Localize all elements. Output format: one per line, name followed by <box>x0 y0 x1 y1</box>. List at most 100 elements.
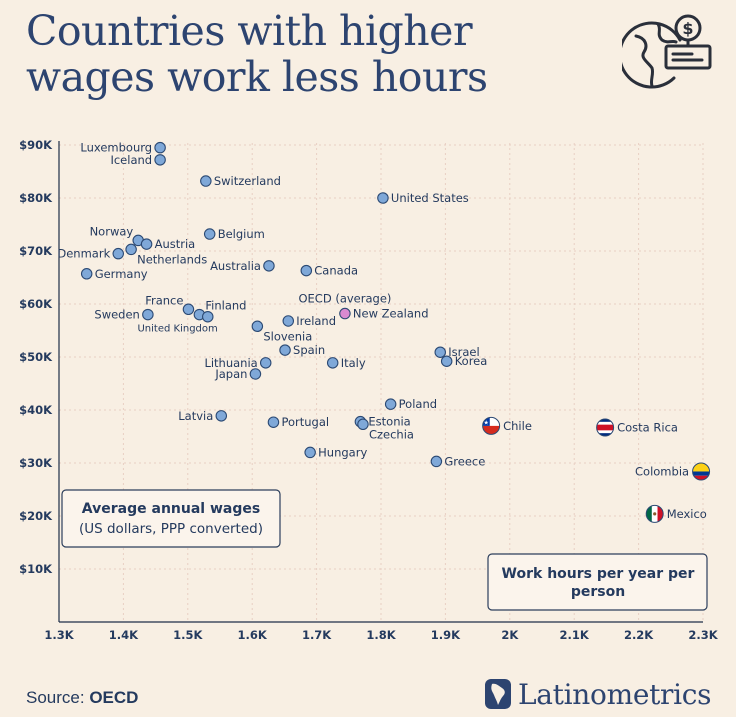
point-label-slovenia: Slovenia <box>263 329 312 343</box>
point-slovenia <box>251 320 264 333</box>
point-label-germany: Germany <box>95 267 148 281</box>
point-label-iceland: Iceland <box>110 153 152 167</box>
y-tick-label: $90K <box>19 138 53 152</box>
point-label-italy: Italy <box>341 356 366 370</box>
point-label-portugal: Portugal <box>281 415 329 429</box>
point-australia <box>263 260 275 272</box>
point-netherlands <box>125 243 137 256</box>
point-label-switzerland: Switzerland <box>214 174 281 188</box>
point-label-denmark: Denmark <box>57 247 110 261</box>
y-tick-label: $50K <box>19 350 53 364</box>
point-label-united-kingdom: United Kingdom <box>137 324 217 335</box>
x-tick-label: 2.3K <box>688 628 718 642</box>
x-tick-label: 1.5K <box>173 628 203 642</box>
point-label-sweden: Sweden <box>94 308 139 322</box>
point-france <box>182 303 195 316</box>
point-hungary <box>304 446 316 459</box>
point-label-united-states: United States <box>391 191 469 205</box>
x-tick-label: 2K <box>501 628 519 642</box>
y-tick-label: $30K <box>19 456 53 470</box>
y-tick-label: $20K <box>19 509 53 523</box>
point-germany <box>80 268 93 280</box>
point-label-greece: Greece <box>444 454 485 468</box>
point-spain <box>279 344 291 356</box>
point-united-states <box>377 192 389 204</box>
point-label-oecd-average: OECD (average) <box>298 292 391 306</box>
y-axis-note: (US dollars, PPP converted) <box>79 521 263 537</box>
x-axis-title: Work hours per year per person <box>502 566 695 600</box>
brand-logo: Latinometrics <box>484 676 712 712</box>
axes: $10K $20K $30K $40K $50K $60K $70K $80K $90K 1.3K… <box>19 138 719 642</box>
point-iceland <box>154 154 166 166</box>
point-chile: ★ <box>482 416 501 435</box>
brand-name: Latinometrics <box>518 677 712 711</box>
point-label-netherlands: Netherlands <box>137 252 207 266</box>
point-czechia <box>357 418 369 431</box>
data-points: ★ <box>80 141 711 523</box>
point-ireland <box>282 315 295 327</box>
point-label-canada: Canada <box>314 264 358 278</box>
globe-wage-icon: $ <box>622 14 712 89</box>
source-note: Source: OECD <box>26 688 138 708</box>
y-tick-label: $40K <box>19 403 53 417</box>
point-label-mexico: Mexico <box>667 507 707 521</box>
point-label-colombia: Colombia <box>635 464 689 478</box>
point-label-norway: Norway <box>90 224 134 238</box>
point-label-belgium: Belgium <box>218 227 265 241</box>
point-mexico <box>645 504 664 523</box>
point-luxembourg <box>154 141 166 154</box>
point-switzerland <box>200 175 212 187</box>
x-tick-label: 2.1K <box>560 628 590 642</box>
x-tick-label: 1.9K <box>431 628 461 642</box>
y-axis-legend-box: Average annual wages (US dollars, PPP co… <box>61 489 281 548</box>
point-sweden <box>142 308 154 321</box>
point-united-kingdom <box>202 310 214 323</box>
point-label-new-zealand: New Zealand <box>353 307 429 321</box>
point-austria <box>140 238 153 250</box>
point-lithuania <box>259 357 272 369</box>
point-label-poland: Poland <box>399 397 437 411</box>
x-axis-legend-box: Work hours per year per person <box>487 553 708 611</box>
point-denmark <box>112 247 124 260</box>
scatter-chart: $10K $20K $30K $40K $50K $60K $70K $80K $90K 1.3K… <box>19 138 719 642</box>
source-value: OECD <box>89 688 139 707</box>
chart-title: Countries with higher wages work less ho… <box>26 8 488 100</box>
y-tick-label: $80K <box>19 191 53 205</box>
point-italy <box>326 357 339 369</box>
point-greece <box>430 455 443 468</box>
point-label-chile: Chile <box>503 419 532 433</box>
latam-map-icon <box>485 679 511 709</box>
x-tick-label: 1.6K <box>238 628 268 642</box>
point-label-lithuania: Lithuania <box>204 356 257 370</box>
x-tick-label: 1.4K <box>109 628 139 642</box>
point-belgium <box>203 228 216 240</box>
x-tick-label: 2.2K <box>624 628 654 642</box>
point-label-korea: Korea <box>455 354 488 368</box>
point-label-latvia: Latvia <box>178 409 213 423</box>
point-label-japan: Japan <box>214 367 247 381</box>
point-korea <box>440 355 453 367</box>
y-tick-label: $60K <box>19 297 53 311</box>
point-colombia <box>692 462 711 481</box>
svg-text:$: $ <box>682 19 693 38</box>
y-axis-title: Average annual wages <box>82 501 260 517</box>
point-label-hungary: Hungary <box>318 445 367 459</box>
grid <box>59 143 704 622</box>
source-label: Source: <box>26 688 85 707</box>
point-label-costa-rica: Costa Rica <box>617 420 678 434</box>
point-label-luxembourg: Luxembourg <box>80 141 152 155</box>
point-label-france: France <box>145 293 183 307</box>
point-oecd-average <box>339 307 351 320</box>
x-tick-label: 1.3K <box>44 628 74 642</box>
chart-title-line-2: wages work less hours <box>26 53 488 101</box>
point-label-czechia: Czechia <box>369 427 414 441</box>
point-label-finland: Finland <box>205 299 246 313</box>
point-japan <box>249 368 262 380</box>
point-label-israel: Israel <box>448 345 479 359</box>
point-label-estonia: Estonia <box>368 415 410 429</box>
svg-text:★: ★ <box>483 419 488 426</box>
point-latvia <box>215 410 228 422</box>
point-poland <box>384 398 397 410</box>
point-label-spain: Spain <box>293 343 325 357</box>
